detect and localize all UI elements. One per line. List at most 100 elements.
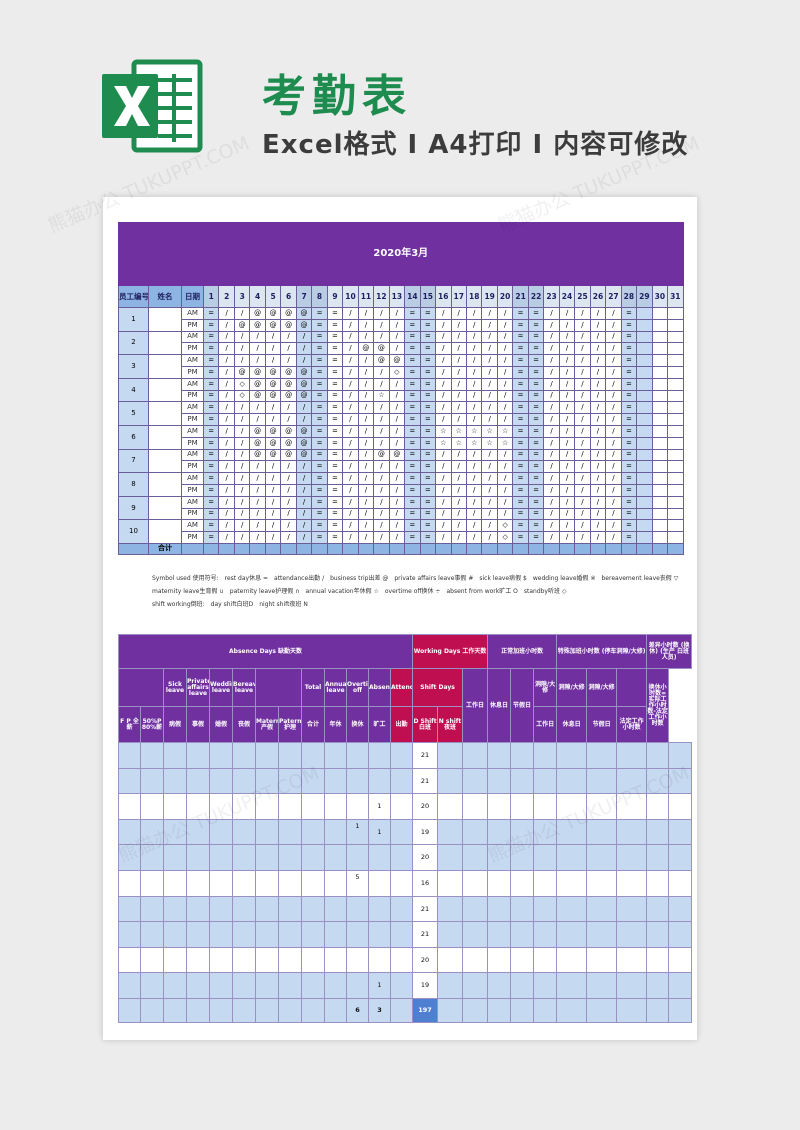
attendance-cell[interactable]: = [527,519,545,533]
attendance-cell[interactable]: / [435,448,452,462]
attendance-cell[interactable]: / [249,401,266,415]
attendance-cell[interactable]: / [388,472,406,485]
attendance-cell[interactable]: / [280,507,297,521]
annual-value[interactable] [346,742,369,769]
attendance-cell[interactable]: / [249,342,266,356]
summary-cell[interactable] [118,767,141,795]
attendance-cell[interactable]: / [589,365,607,379]
attendance-cell[interactable]: = [326,472,344,485]
attendance-cell[interactable]: = [620,507,638,521]
summary-cell[interactable] [556,946,588,974]
summary-cell[interactable] [437,946,464,974]
attendance-cell[interactable]: / [496,472,514,485]
attendance-cell[interactable] [667,401,684,415]
attendance-cell[interactable]: / [249,472,266,485]
attendance-cell[interactable]: = [326,413,344,426]
attendance-cell[interactable]: / [465,307,483,320]
attendance-cell[interactable]: = [620,424,638,438]
attendance-cell[interactable]: = [326,377,344,391]
attendance-cell[interactable]: / [342,424,359,438]
summary-cell[interactable] [556,793,588,820]
summary-cell[interactable] [163,869,187,897]
attendance-cell[interactable]: @ [373,354,390,367]
attendance-cell[interactable]: / [373,424,390,438]
attendance-cell[interactable]: / [589,519,607,533]
attendance-cell[interactable]: / [481,483,498,497]
attendance-cell[interactable]: = [404,413,421,426]
attendance-cell[interactable]: / [373,483,390,497]
summary-cell[interactable] [140,742,164,769]
summary-cell[interactable] [324,793,347,820]
attendance-cell[interactable]: = [326,483,344,497]
attendance-cell[interactable]: / [218,389,235,403]
attendance-cell[interactable]: = [311,531,328,544]
attendance-cell[interactable]: @ [295,448,313,462]
attendance-cell[interactable]: / [233,342,251,356]
attendance-cell[interactable]: / [342,472,359,485]
attendance-cell[interactable]: = [620,483,638,497]
attendance-cell[interactable]: / [496,307,514,320]
attendance-cell[interactable] [667,424,684,438]
attendance-cell[interactable]: = [326,460,344,474]
attendance-cell[interactable] [651,519,669,533]
summary-cell[interactable] [186,869,210,897]
attendance-cell[interactable]: / [605,413,622,426]
attendance-cell[interactable]: / [280,472,297,485]
summary-cell[interactable] [209,844,233,871]
attendance-cell[interactable]: @ [264,307,282,320]
attendance-cell[interactable]: = [527,318,545,332]
annual-value[interactable]: 5 [346,869,369,897]
summary-cell[interactable] [668,844,693,871]
summary-cell[interactable] [510,844,535,871]
summary-cell[interactable] [487,844,512,871]
attendance-cell[interactable]: / [543,330,560,344]
attendance-cell[interactable]: = [311,389,328,403]
annual-value[interactable] [346,946,369,974]
attendance-cell[interactable]: = [512,318,529,332]
attendance-cell[interactable] [667,307,684,320]
attendance-cell[interactable]: / [450,460,467,474]
attendance-cell[interactable]: / [357,389,375,403]
attendance-cell[interactable] [636,436,653,450]
summary-cell[interactable] [186,793,210,820]
attendance-cell[interactable]: / [574,495,591,509]
attendance-cell[interactable]: = [311,436,328,450]
attendance-cell[interactable]: / [435,377,452,391]
summary-cell[interactable] [389,767,414,795]
annual-value[interactable] [346,767,369,795]
summary-cell[interactable] [140,972,164,999]
attendance-cell[interactable]: = [512,460,529,474]
summary-cell[interactable] [163,742,187,769]
summary-cell[interactable] [510,742,535,769]
attendance-cell[interactable]: / [558,483,576,497]
attendance-cell[interactable]: @ [264,365,282,379]
attendance-cell[interactable]: / [218,377,235,391]
attendance-cell[interactable] [636,377,653,391]
attendance-cell[interactable]: = [527,436,545,450]
summary-cell[interactable] [437,844,464,871]
attendance-cell[interactable]: ☆ [481,424,498,438]
attendance-cell[interactable]: @ [373,342,390,356]
attendance-cell[interactable]: / [605,472,622,485]
summary-cell[interactable] [209,972,233,999]
attendance-cell[interactable]: = [527,472,545,485]
attendance-cell[interactable]: = [404,330,421,344]
attendance-cell[interactable]: / [295,531,313,544]
attendance-cell[interactable]: @ [295,307,313,320]
attendance-cell[interactable] [651,413,669,426]
attend-value[interactable]: 21 [412,895,439,923]
attendance-cell[interactable]: = [202,436,220,450]
attendance-cell[interactable]: = [419,413,437,426]
attendance-cell[interactable]: / [574,424,591,438]
summary-cell[interactable] [668,767,693,795]
attendance-cell[interactable]: / [481,495,498,509]
attendance-cell[interactable]: = [512,342,529,356]
summary-cell[interactable] [616,742,648,769]
summary-cell[interactable] [255,921,279,948]
attendance-cell[interactable]: = [419,377,437,391]
attendance-cell[interactable]: = [326,354,344,367]
summary-cell[interactable] [616,895,648,923]
overtime-off-value[interactable] [368,844,391,871]
summary-cell[interactable] [140,921,164,948]
attendance-cell[interactable]: / [589,307,607,320]
